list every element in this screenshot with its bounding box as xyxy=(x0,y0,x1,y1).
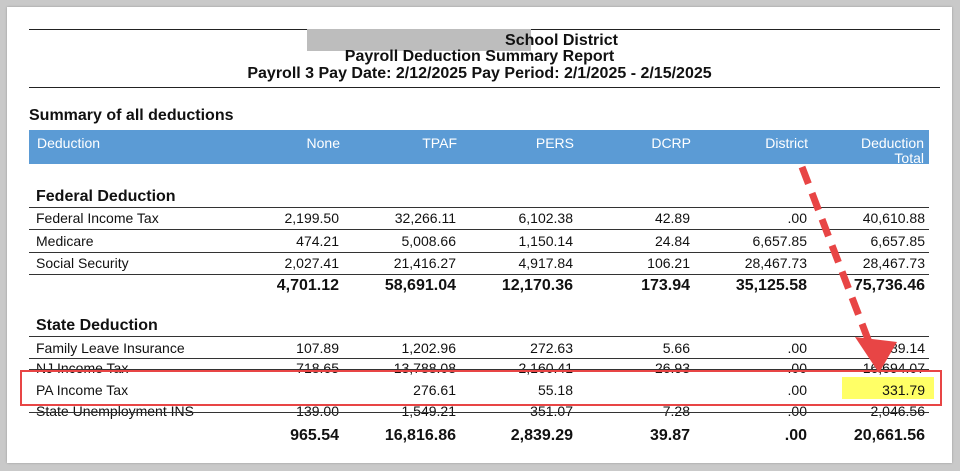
row-label: Family Leave Insurance xyxy=(36,340,185,356)
strike-line xyxy=(29,369,929,370)
report-subtitle: Payroll 3 Pay Date: 2/12/2025 Pay Period… xyxy=(247,65,712,82)
col-total-line1: Deduction xyxy=(860,135,924,151)
cell-district: .00 xyxy=(787,210,807,226)
cell-pers: 272.63 xyxy=(530,340,573,356)
total-dcrp: 173.94 xyxy=(641,277,690,294)
col-pers: PERS xyxy=(535,135,574,151)
total-dcrp: 39.87 xyxy=(649,427,690,444)
summary-heading: Summary of all deductions xyxy=(29,107,234,124)
col-deduction: Deduction xyxy=(37,135,101,151)
col-dcrp: DCRP xyxy=(651,135,691,151)
cell-pers: 6,102.38 xyxy=(518,210,574,226)
cell-tpaf: 21,416.27 xyxy=(393,255,456,271)
row-label: State Unemployment INS xyxy=(36,403,194,419)
cell-none: 107.89 xyxy=(296,340,339,356)
row-label: PA Income Tax xyxy=(36,382,129,398)
annotation-box xyxy=(20,370,942,406)
total-tpaf: 58,691.04 xyxy=(384,277,456,294)
cell-dcrp: 24.84 xyxy=(654,233,690,249)
cell-tpaf: 276.61 xyxy=(413,382,456,398)
cell-pers: 1,150.14 xyxy=(518,233,574,249)
total-none: 965.54 xyxy=(290,427,339,444)
federal-heading: Federal Deduction xyxy=(36,188,176,205)
redacted-district-name xyxy=(307,29,531,51)
highlight-cell xyxy=(842,377,934,399)
report-page: School District Payroll Deduction Summar… xyxy=(7,7,952,463)
total-none: 4,701.12 xyxy=(276,277,339,294)
cell-tpaf: 1,202.96 xyxy=(401,340,457,356)
row-label: Social Security xyxy=(36,255,129,271)
cell-tpaf: 1,549.21 xyxy=(401,403,457,419)
cell-dcrp: 7.28 xyxy=(662,403,690,419)
cell-dcrp: 106.21 xyxy=(647,255,690,271)
total-tpaf: 16,816.86 xyxy=(384,427,456,444)
total-pers: 12,170.36 xyxy=(501,277,573,294)
cell-district: 6,657.85 xyxy=(752,233,808,249)
cell-tpaf: 5,008.66 xyxy=(401,233,457,249)
cell-dcrp: 26.93 xyxy=(654,360,690,376)
row-divider xyxy=(29,229,929,230)
row-label: NJ Income Tax xyxy=(36,360,129,376)
cell-district: .00 xyxy=(787,382,807,398)
row-divider xyxy=(29,358,929,359)
cell-pers: 55.18 xyxy=(537,382,573,398)
cell-total: 40,610.88 xyxy=(862,210,925,226)
total-district: 35,125.58 xyxy=(735,277,807,294)
cell-dcrp: 5.66 xyxy=(662,340,690,356)
annotation-arrow xyxy=(798,165,897,373)
cell-total: 331.79 xyxy=(882,382,925,398)
cell-total: 6,657.85 xyxy=(870,233,926,249)
header-rule xyxy=(29,87,940,88)
cell-pers: 4,917.84 xyxy=(518,255,574,271)
cell-pers: 2,160.41 xyxy=(518,360,574,376)
cell-none: 2,027.41 xyxy=(284,255,340,271)
cell-district: .00 xyxy=(787,360,807,376)
cell-total: 2,046.56 xyxy=(870,403,926,419)
cell-tpaf: 13,788.08 xyxy=(393,360,456,376)
total-total: 20,661.56 xyxy=(853,427,925,444)
state-heading: State Deduction xyxy=(36,317,158,334)
strike-line xyxy=(29,412,929,413)
total-district: .00 xyxy=(784,427,807,444)
cell-district: 28,467.73 xyxy=(744,255,807,271)
row-divider xyxy=(29,252,929,253)
cell-district: .00 xyxy=(787,403,807,419)
state-rule xyxy=(29,336,929,337)
total-pers: 2,839.29 xyxy=(510,427,573,444)
col-none: None xyxy=(306,135,340,151)
report-title: Payroll Deduction Summary Report xyxy=(344,48,615,65)
col-district: District xyxy=(765,135,808,151)
total-total: 75,736.46 xyxy=(853,277,925,294)
cell-total: 28,467.73 xyxy=(862,255,925,271)
row-label: Federal Income Tax xyxy=(36,210,159,226)
cell-tpaf: 32,266.11 xyxy=(394,210,456,226)
cell-pers: 351.07 xyxy=(530,403,573,419)
row-divider xyxy=(29,274,929,275)
col-tpaf: TPAF xyxy=(422,135,457,151)
column-header-bar: Deduction None TPAF PERS DCRP District D… xyxy=(29,130,929,166)
cell-none: 2,199.50 xyxy=(284,210,340,226)
cell-district: .00 xyxy=(787,340,807,356)
cell-dcrp: 42.89 xyxy=(654,210,690,226)
cell-none: 139.00 xyxy=(296,403,339,419)
district-name: School District xyxy=(505,32,618,49)
row-label: Medicare xyxy=(36,233,94,249)
cell-none: 474.21 xyxy=(296,233,339,249)
cell-none: 718.65 xyxy=(296,360,339,376)
col-total-line2: Total xyxy=(894,150,924,166)
federal-rule xyxy=(29,207,929,208)
